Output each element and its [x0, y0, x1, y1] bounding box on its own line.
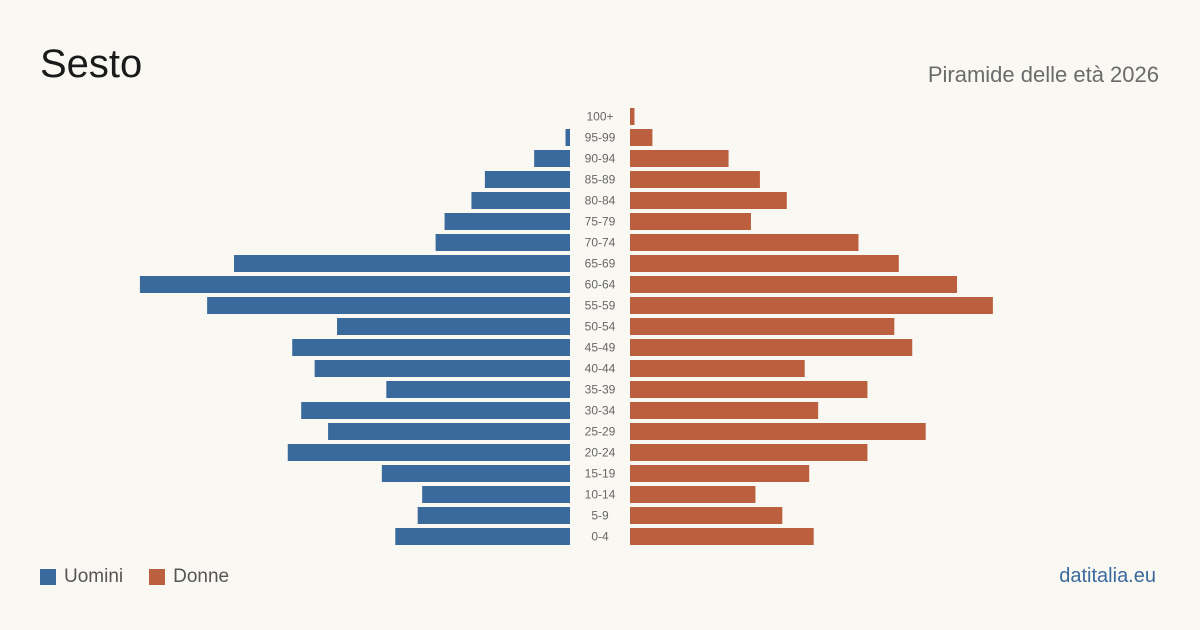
age-label-80-84: 80-84: [585, 194, 616, 208]
age-label-95-99: 95-99: [585, 131, 616, 145]
bar-women-80-84: [630, 192, 787, 209]
bar-men-50-54: [337, 318, 570, 335]
age-label-50-54: 50-54: [585, 320, 616, 334]
bar-men-55-59: [207, 297, 570, 314]
age-label-85-89: 85-89: [585, 173, 616, 187]
legend-label-men: Uomini: [64, 566, 124, 587]
bar-men-30-34: [301, 402, 570, 419]
age-label-70-74: 70-74: [585, 236, 616, 250]
age-label-5-9: 5-9: [591, 509, 609, 523]
legend-item-women: Donne: [149, 566, 229, 588]
bar-men-80-84: [471, 192, 570, 209]
age-label-65-69: 65-69: [585, 257, 616, 271]
bar-men-25-29: [328, 423, 570, 440]
age-label-10-14: 10-14: [585, 488, 616, 502]
bar-women-0-4: [630, 528, 814, 545]
bar-women-30-34: [630, 402, 819, 419]
bar-men-20-24: [287, 444, 570, 461]
age-label-15-19: 15-19: [585, 467, 616, 481]
bar-men-95-99: [565, 129, 570, 146]
legend: Uomini Donne: [40, 566, 255, 588]
bar-men-45-49: [292, 339, 570, 356]
bar-women-65-69: [630, 255, 899, 272]
bar-women-75-79: [630, 213, 751, 230]
bar-men-10-14: [422, 486, 570, 503]
bar-women-35-39: [630, 381, 868, 398]
bar-men-75-79: [444, 213, 570, 230]
age-label-55-59: 55-59: [585, 299, 616, 313]
bar-women-5-9: [630, 507, 783, 524]
age-label-30-34: 30-34: [585, 404, 616, 418]
legend-item-men: Uomini: [40, 566, 123, 588]
legend-swatch-women: [149, 569, 166, 585]
bar-men-90-94: [534, 150, 570, 167]
age-label-25-29: 25-29: [585, 425, 616, 439]
bar-men-15-19: [381, 465, 570, 482]
age-label-0-4: 0-4: [591, 530, 609, 544]
bar-women-10-14: [630, 486, 756, 503]
age-label-100+: 100+: [586, 110, 613, 124]
legend-swatch-men: [40, 569, 56, 585]
bar-women-95-99: [630, 129, 653, 146]
source-link[interactable]: datitalia.eu: [1059, 565, 1156, 587]
age-label-90-94: 90-94: [585, 152, 616, 166]
bar-women-90-94: [630, 150, 729, 167]
age-label-20-24: 20-24: [585, 446, 616, 460]
bar-men-60-64: [139, 276, 571, 293]
bar-women-25-29: [630, 423, 926, 440]
bar-men-85-89: [484, 171, 570, 188]
chart-subtitle: Piramide delle età 2026: [927, 62, 1159, 87]
page-title: Sesto: [40, 42, 143, 86]
bar-men-0-4: [395, 528, 570, 545]
bar-men-35-39: [386, 381, 570, 398]
age-label-45-49: 45-49: [585, 341, 616, 355]
bar-women-70-74: [630, 234, 859, 251]
bar-women-20-24: [630, 444, 868, 461]
age-label-40-44: 40-44: [585, 362, 616, 376]
bar-women-60-64: [630, 276, 958, 293]
bar-men-65-69: [234, 255, 570, 272]
bar-women-45-49: [630, 339, 913, 356]
bar-women-55-59: [630, 297, 993, 314]
age-label-35-39: 35-39: [585, 383, 616, 397]
bar-women-100+: [630, 108, 635, 125]
bar-women-50-54: [630, 318, 895, 335]
bar-women-85-89: [630, 171, 760, 188]
bar-men-40-44: [314, 360, 570, 377]
bar-men-5-9: [417, 507, 570, 524]
age-label-60-64: 60-64: [585, 278, 616, 292]
age-label-75-79: 75-79: [585, 215, 616, 229]
bar-women-15-19: [630, 465, 810, 482]
bar-men-70-74: [435, 234, 570, 251]
bar-women-40-44: [630, 360, 805, 377]
legend-label-women: Donne: [173, 566, 230, 587]
